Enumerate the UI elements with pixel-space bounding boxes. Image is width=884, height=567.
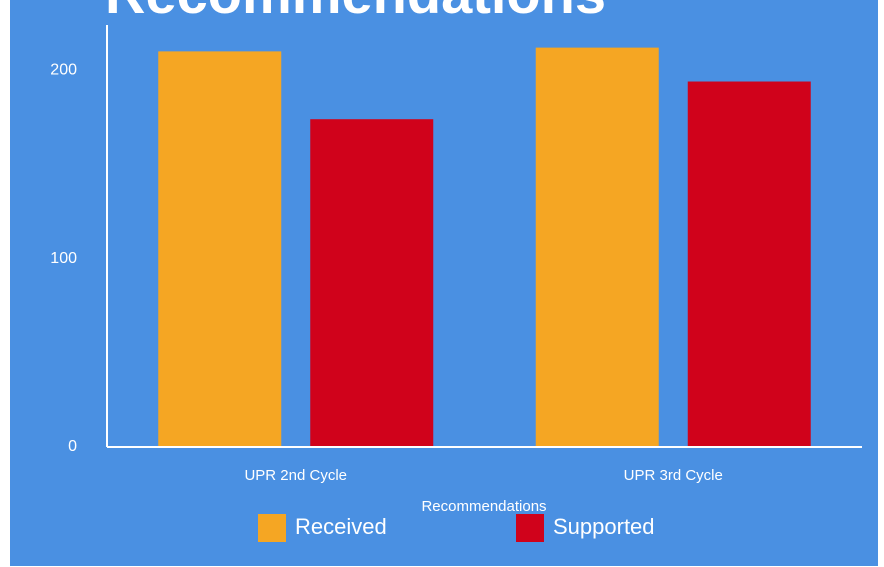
bar xyxy=(310,119,434,448)
bar xyxy=(687,81,811,448)
legend-label: Supported xyxy=(553,514,655,539)
x-tick-label: UPR 2nd Cycle xyxy=(244,467,347,484)
legend-label: Received xyxy=(295,514,387,539)
bar xyxy=(535,47,659,447)
y-tick-label: 200 xyxy=(50,61,77,78)
legend-swatch xyxy=(516,514,544,542)
x-axis-label: Recommendations xyxy=(421,498,546,515)
bar xyxy=(158,51,282,447)
y-tick-label: 100 xyxy=(50,250,77,267)
legend-swatch xyxy=(258,514,286,542)
chart-title: Recommendations xyxy=(105,0,606,25)
x-tick-label: UPR 3rd Cycle xyxy=(624,467,723,484)
y-tick-label: 0 xyxy=(68,438,77,455)
